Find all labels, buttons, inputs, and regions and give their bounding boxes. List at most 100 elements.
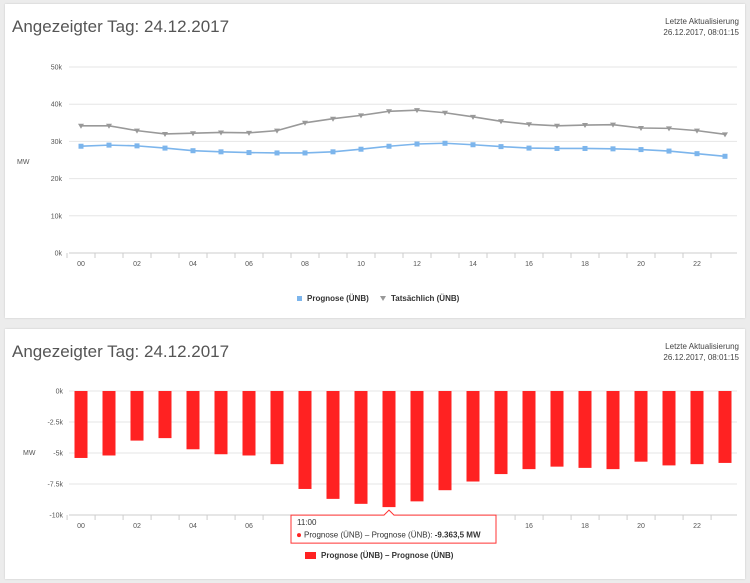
data-point[interactable] — [218, 130, 224, 136]
bar[interactable] — [606, 391, 620, 470]
legend: Prognose (ÜNB) Tatsächlich (ÜNB) — [297, 294, 460, 303]
data-point[interactable] — [358, 146, 364, 152]
chart-panel-forecast-vs-actual: Angezeigter Tag: 24.12.2017 Letzte Aktua… — [5, 4, 745, 318]
data-point[interactable] — [386, 109, 392, 115]
bar[interactable] — [130, 391, 144, 441]
bar[interactable] — [158, 391, 172, 439]
data-point[interactable] — [610, 146, 616, 152]
data-point[interactable] — [162, 145, 168, 151]
line-chart[interactable]: 0k 10k 20k 30k 40k 50k MW 00 02 04 06 08 10 12 14 16 18 2… — [5, 4, 745, 318]
data-point[interactable] — [526, 122, 532, 128]
data-point[interactable] — [442, 110, 448, 116]
bar[interactable] — [102, 391, 116, 456]
x-tick-label: 16 — [525, 523, 533, 530]
bar[interactable] — [270, 391, 284, 465]
x-tick-label: 02 — [133, 523, 141, 530]
bar[interactable] — [578, 391, 592, 468]
bar[interactable] — [690, 391, 704, 465]
bar[interactable] — [242, 391, 256, 456]
series-prognose[interactable] — [78, 140, 728, 159]
x-tick-label: 06 — [245, 523, 253, 530]
data-point[interactable] — [358, 113, 364, 119]
x-tick-label: 00 — [77, 261, 85, 268]
data-point[interactable] — [554, 123, 560, 129]
x-tick-label: 04 — [189, 523, 197, 530]
data-point[interactable] — [246, 150, 252, 156]
data-point[interactable] — [330, 149, 336, 155]
bar[interactable] — [494, 391, 508, 475]
data-point[interactable] — [610, 122, 616, 128]
data-point[interactable] — [302, 120, 308, 126]
legend-marker[interactable] — [297, 296, 302, 301]
bar[interactable] — [550, 391, 564, 467]
series-tatsaechlich[interactable] — [78, 108, 728, 138]
bar[interactable] — [214, 391, 228, 455]
data-point[interactable] — [666, 126, 672, 132]
legend-item: Prognose (ÜNB) – Prognose (ÜNB) — [321, 551, 454, 560]
data-point[interactable] — [218, 149, 224, 155]
data-point[interactable] — [470, 114, 476, 120]
data-point[interactable] — [666, 148, 672, 154]
y-tick-label: 40k — [51, 102, 63, 109]
data-point[interactable] — [134, 143, 140, 149]
data-point[interactable] — [694, 128, 700, 134]
data-point[interactable] — [134, 128, 140, 134]
data-point[interactable] — [554, 145, 560, 151]
bar[interactable] — [438, 391, 452, 491]
bar[interactable] — [718, 391, 732, 463]
x-tick-label: 06 — [245, 261, 253, 268]
data-point[interactable] — [190, 131, 196, 137]
x-tick-label: 02 — [133, 261, 141, 268]
data-point[interactable] — [638, 126, 644, 132]
data-point[interactable] — [470, 142, 476, 148]
data-point[interactable] — [722, 153, 728, 159]
x-tick-label: 12 — [413, 261, 421, 268]
data-point[interactable] — [274, 150, 280, 156]
legend-marker[interactable] — [380, 296, 386, 301]
y-tick-label: 50k — [51, 65, 63, 72]
data-point[interactable] — [498, 144, 504, 150]
y-tick-label: 0k — [55, 251, 63, 258]
data-point[interactable] — [414, 141, 420, 147]
data-point[interactable] — [582, 123, 588, 129]
bar[interactable] — [382, 391, 396, 508]
data-point[interactable] — [78, 143, 84, 149]
data-point[interactable] — [162, 131, 168, 137]
bar-chart[interactable]: 0k-2.5k-5k-7.5k-10kMW0002040608101214161… — [5, 329, 745, 579]
bar[interactable] — [410, 391, 424, 502]
data-point[interactable] — [302, 150, 308, 156]
bar[interactable] — [326, 391, 340, 499]
data-point[interactable] — [526, 145, 532, 151]
bar[interactable] — [634, 391, 648, 462]
y-axis-label: MW — [17, 159, 30, 166]
data-point[interactable] — [106, 123, 112, 129]
bar[interactable] — [186, 391, 200, 450]
data-point[interactable] — [442, 140, 448, 146]
bar[interactable] — [74, 391, 88, 458]
y-tick-label: 0k — [56, 389, 64, 396]
last-update-info: Letzte Aktualisierung 26.12.2017, 08:01:… — [663, 341, 739, 363]
data-point[interactable] — [246, 130, 252, 136]
data-point[interactable] — [106, 142, 112, 148]
y-tick-label: 30k — [51, 139, 63, 146]
data-point[interactable] — [386, 143, 392, 149]
bar[interactable] — [662, 391, 676, 466]
data-point[interactable] — [330, 116, 336, 122]
bar[interactable] — [354, 391, 368, 504]
data-point[interactable] — [722, 132, 728, 138]
data-point[interactable] — [274, 128, 280, 134]
bar[interactable] — [466, 391, 480, 482]
data-point[interactable] — [638, 147, 644, 153]
data-point[interactable] — [582, 145, 588, 151]
data-point[interactable] — [414, 108, 420, 114]
bar[interactable] — [298, 391, 312, 489]
data-point[interactable] — [190, 148, 196, 154]
bar-series[interactable] — [74, 391, 732, 508]
bar[interactable] — [522, 391, 536, 470]
legend-marker[interactable] — [305, 552, 316, 559]
data-point[interactable] — [694, 151, 700, 157]
data-point[interactable] — [78, 123, 84, 129]
y-tick-label: 20k — [51, 176, 63, 183]
data-point[interactable] — [498, 119, 504, 125]
x-tick-label: 18 — [581, 523, 589, 530]
